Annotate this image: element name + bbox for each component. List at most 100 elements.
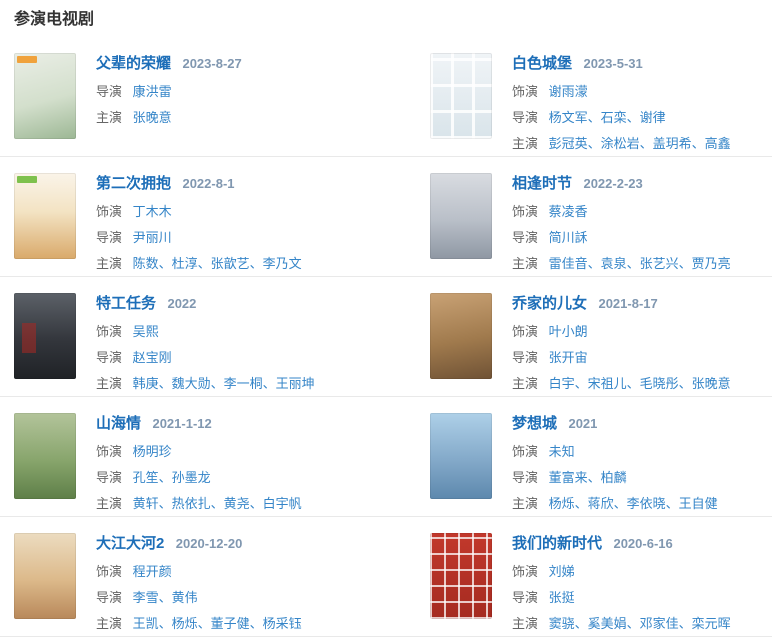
credit-names-link[interactable]: 杨烁、蒋欣、李依晓、王自健 bbox=[548, 496, 718, 511]
series-title-link[interactable]: 父辈的荣耀 bbox=[96, 55, 172, 72]
title-line: 特工任务 2022 bbox=[96, 295, 315, 313]
series-row: 父辈的荣耀 2023-8-27 导演 康洪雷 主演 张晚意 白色城堡 2023-… bbox=[0, 37, 772, 157]
credit-line: 导演 杨文军、石栾、谢律 bbox=[512, 111, 731, 125]
series-entry: 相逢时节 2022-2-23 饰演 蔡凌香 导演 简川訸 主演 雷佳音、袁泉、张… bbox=[416, 173, 772, 271]
credit-names-link[interactable]: 窦骁、奚美娟、邓家佳、栾元晖 bbox=[548, 616, 731, 631]
release-date: 2022 bbox=[167, 296, 197, 311]
credit-line: 主演 雷佳音、袁泉、张艺兴、贾乃亮 bbox=[512, 257, 731, 271]
credit-label: 饰演 bbox=[512, 84, 539, 99]
credit-label: 主演 bbox=[96, 496, 123, 511]
credit-line: 主演 白宇、宋祖儿、毛晓彤、张晚意 bbox=[512, 377, 731, 391]
credit-line: 导演 张开宙 bbox=[512, 351, 731, 365]
credit-line: 导演 张挺 bbox=[512, 591, 731, 605]
series-title-link[interactable]: 相逢时节 bbox=[512, 175, 573, 192]
series-title-link[interactable]: 大江大河2 bbox=[96, 535, 165, 552]
series-title-link[interactable]: 山海情 bbox=[96, 415, 142, 432]
series-entry: 白色城堡 2023-5-31 饰演 谢雨濛 导演 杨文军、石栾、谢律 主演 彭冠… bbox=[416, 53, 772, 151]
series-title-link[interactable]: 白色城堡 bbox=[512, 55, 573, 72]
poster-thumbnail[interactable] bbox=[430, 293, 492, 379]
poster-thumbnail[interactable] bbox=[14, 173, 76, 259]
credit-line: 饰演 吴熙 bbox=[96, 325, 315, 339]
credit-names-link[interactable]: 赵宝刚 bbox=[132, 350, 172, 365]
title-line: 我们的新时代 2020-6-16 bbox=[512, 535, 731, 553]
poster-thumbnail[interactable] bbox=[430, 173, 492, 259]
series-title-link[interactable]: 梦想城 bbox=[512, 415, 558, 432]
series-info: 白色城堡 2023-5-31 饰演 谢雨濛 导演 杨文军、石栾、谢律 主演 彭冠… bbox=[512, 53, 731, 151]
credit-names-link[interactable]: 张开宙 bbox=[548, 350, 588, 365]
credit-names-link[interactable]: 王凯、杨烁、董子健、杨采钰 bbox=[132, 616, 302, 631]
poster-thumbnail[interactable] bbox=[14, 533, 76, 619]
credit-names-link[interactable]: 彭冠英、涂松岩、盖玥希、高鑫 bbox=[548, 136, 731, 151]
credit-names-link[interactable]: 杨文军、石栾、谢律 bbox=[548, 110, 666, 125]
credit-names-link[interactable]: 张挺 bbox=[548, 590, 575, 605]
credit-line: 饰演 丁木木 bbox=[96, 205, 302, 219]
series-title-link[interactable]: 特工任务 bbox=[96, 295, 157, 312]
credit-label: 饰演 bbox=[96, 444, 123, 459]
credit-names-link[interactable]: 蔡凌香 bbox=[548, 204, 588, 219]
credit-line: 主演 陈数、杜淳、张歆艺、李乃文 bbox=[96, 257, 302, 271]
credit-line: 主演 黄轩、热依扎、黄尧、白宇帆 bbox=[96, 497, 302, 511]
credit-names-link[interactable]: 黄轩、热依扎、黄尧、白宇帆 bbox=[132, 496, 302, 511]
title-line: 白色城堡 2023-5-31 bbox=[512, 55, 731, 73]
credit-names-link[interactable]: 未知 bbox=[548, 444, 575, 459]
poster-thumbnail[interactable] bbox=[430, 533, 492, 619]
credit-names-link[interactable]: 孔笙、孙墨龙 bbox=[132, 470, 211, 485]
credit-line: 主演 王凯、杨烁、董子健、杨采钰 bbox=[96, 617, 302, 631]
title-line: 相逢时节 2022-2-23 bbox=[512, 175, 731, 193]
credit-names-link[interactable]: 尹丽川 bbox=[132, 230, 172, 245]
credit-names-link[interactable]: 董富来、柏麟 bbox=[548, 470, 627, 485]
credit-label: 主演 bbox=[96, 256, 123, 271]
series-title-link[interactable]: 我们的新时代 bbox=[512, 535, 603, 552]
credit-label: 导演 bbox=[512, 350, 539, 365]
release-date: 2021 bbox=[568, 416, 598, 431]
credit-line: 饰演 程开颜 bbox=[96, 565, 302, 579]
release-date: 2021-8-17 bbox=[598, 296, 658, 311]
credit-label: 主演 bbox=[96, 110, 123, 125]
credit-label: 导演 bbox=[96, 470, 123, 485]
credit-line: 导演 孔笙、孙墨龙 bbox=[96, 471, 302, 485]
series-entry: 乔家的儿女 2021-8-17 饰演 叶小朗 导演 张开宙 主演 白宇、宋祖儿、… bbox=[416, 293, 772, 391]
credit-names-link[interactable]: 白宇、宋祖儿、毛晓彤、张晚意 bbox=[548, 376, 731, 391]
credit-label: 导演 bbox=[96, 84, 123, 99]
credit-label: 饰演 bbox=[512, 564, 539, 579]
credit-label: 主演 bbox=[96, 616, 123, 631]
credit-names-link[interactable]: 吴熙 bbox=[132, 324, 159, 339]
credit-names-link[interactable]: 韩庚、魏大勋、李一桐、王丽坤 bbox=[132, 376, 315, 391]
series-entry: 我们的新时代 2020-6-16 饰演 刘娣 导演 张挺 主演 窦骁、奚美娟、邓… bbox=[416, 533, 772, 631]
poster-thumbnail[interactable] bbox=[430, 413, 492, 499]
credit-names-link[interactable]: 丁木木 bbox=[132, 204, 172, 219]
credit-line: 主演 彭冠英、涂松岩、盖玥希、高鑫 bbox=[512, 137, 731, 151]
series-title-link[interactable]: 第二次拥抱 bbox=[96, 175, 172, 192]
credit-line: 饰演 叶小朗 bbox=[512, 325, 731, 339]
credit-names-link[interactable]: 陈数、杜淳、张歆艺、李乃文 bbox=[132, 256, 302, 271]
credit-label: 主演 bbox=[512, 616, 539, 631]
credit-label: 主演 bbox=[512, 496, 539, 511]
credit-label: 导演 bbox=[96, 230, 123, 245]
credit-names-link[interactable]: 李雪、黄伟 bbox=[132, 590, 198, 605]
credit-line: 主演 张晚意 bbox=[96, 111, 242, 125]
credit-names-link[interactable]: 叶小朗 bbox=[548, 324, 588, 339]
credit-names-link[interactable]: 杨明珍 bbox=[132, 444, 172, 459]
credit-names-link[interactable]: 程开颜 bbox=[132, 564, 172, 579]
poster-thumbnail[interactable] bbox=[430, 53, 492, 139]
series-title-link[interactable]: 乔家的儿女 bbox=[512, 295, 588, 312]
credit-names-link[interactable]: 刘娣 bbox=[548, 564, 575, 579]
credit-line: 主演 窦骁、奚美娟、邓家佳、栾元晖 bbox=[512, 617, 731, 631]
series-info: 梦想城 2021 饰演 未知 导演 董富来、柏麟 主演 杨烁、蒋欣、李依晓、王自… bbox=[512, 413, 718, 511]
poster-thumbnail[interactable] bbox=[14, 53, 76, 139]
title-line: 乔家的儿女 2021-8-17 bbox=[512, 295, 731, 313]
credit-label: 主演 bbox=[512, 256, 539, 271]
poster-thumbnail[interactable] bbox=[14, 293, 76, 379]
credit-label: 导演 bbox=[512, 110, 539, 125]
credit-names-link[interactable]: 谢雨濛 bbox=[548, 84, 588, 99]
section-title: 参演电视剧 bbox=[14, 11, 95, 28]
credit-names-link[interactable]: 简川訸 bbox=[548, 230, 588, 245]
credit-names-link[interactable]: 雷佳音、袁泉、张艺兴、贾乃亮 bbox=[548, 256, 731, 271]
credit-names-link[interactable]: 张晚意 bbox=[132, 110, 172, 125]
series-info: 相逢时节 2022-2-23 饰演 蔡凌香 导演 简川訸 主演 雷佳音、袁泉、张… bbox=[512, 173, 731, 271]
release-date: 2020-12-20 bbox=[175, 536, 243, 551]
credit-line: 导演 简川訸 bbox=[512, 231, 731, 245]
credit-names-link[interactable]: 康洪雷 bbox=[132, 84, 172, 99]
poster-thumbnail[interactable] bbox=[14, 413, 76, 499]
series-entry: 特工任务 2022 饰演 吴熙 导演 赵宝刚 主演 韩庚、魏大勋、李一桐、王丽坤 bbox=[0, 293, 416, 391]
